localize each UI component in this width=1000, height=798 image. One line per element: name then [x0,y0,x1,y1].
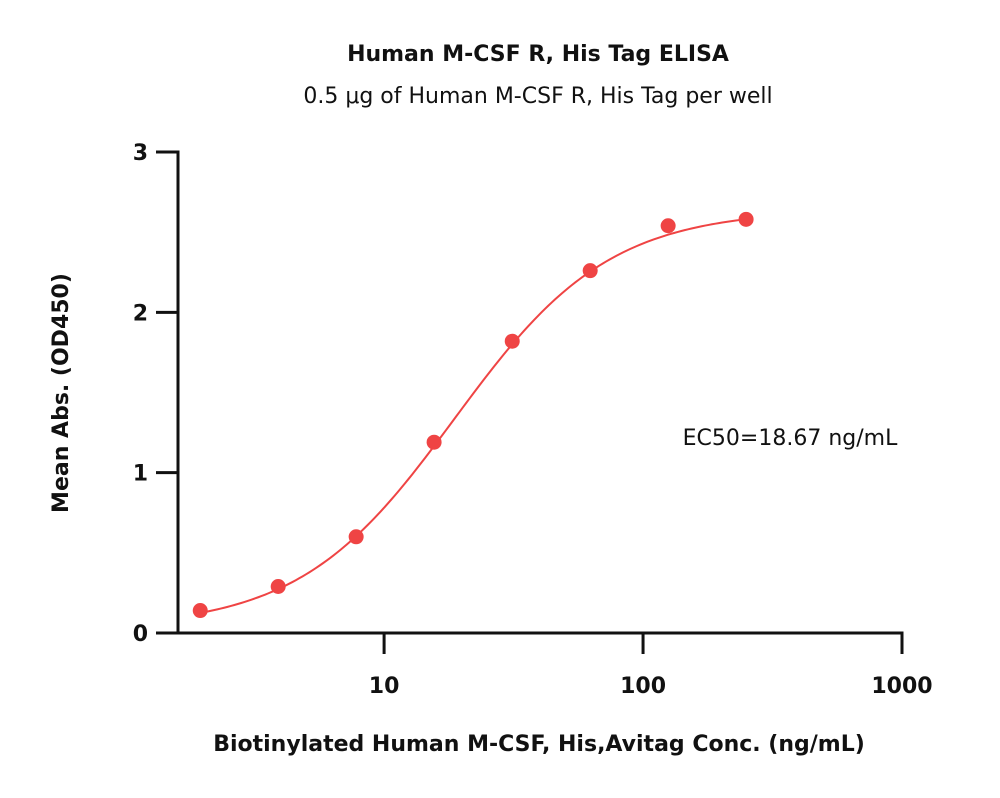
data-points-layer [192,211,754,619]
y-tick-label: 3 [133,141,148,166]
x-tick-label: 10 [369,674,400,699]
data-point [426,434,442,450]
data-point [270,579,286,595]
y-tick-label: 0 [133,622,148,647]
fit-curve-layer [200,218,747,614]
axes: 0 1 2 3 10 100 1000 [133,141,933,699]
data-point [504,333,520,349]
x-tick-label: 1000 [871,674,932,699]
data-point [192,603,208,619]
data-point [348,529,364,545]
chart-title: Human M-CSF R, His Tag ELISA [347,42,729,67]
x-axis-label: Biotinylated Human M-CSF, His,Avitag Con… [213,732,865,757]
y-tick-label: 1 [133,462,148,487]
data-point [738,211,754,227]
data-point [582,263,598,279]
y-axis-label: Mean Abs. (OD450) [49,273,74,513]
ec50-annotation: EC50=18.67 ng/mL [683,426,898,451]
y-tick-label: 2 [133,301,148,326]
x-tick-label: 100 [620,674,666,699]
fit-curve [200,218,747,614]
data-point [660,218,676,234]
chart-subtitle: 0.5 μg of Human M-CSF R, His Tag per wel… [303,84,772,109]
